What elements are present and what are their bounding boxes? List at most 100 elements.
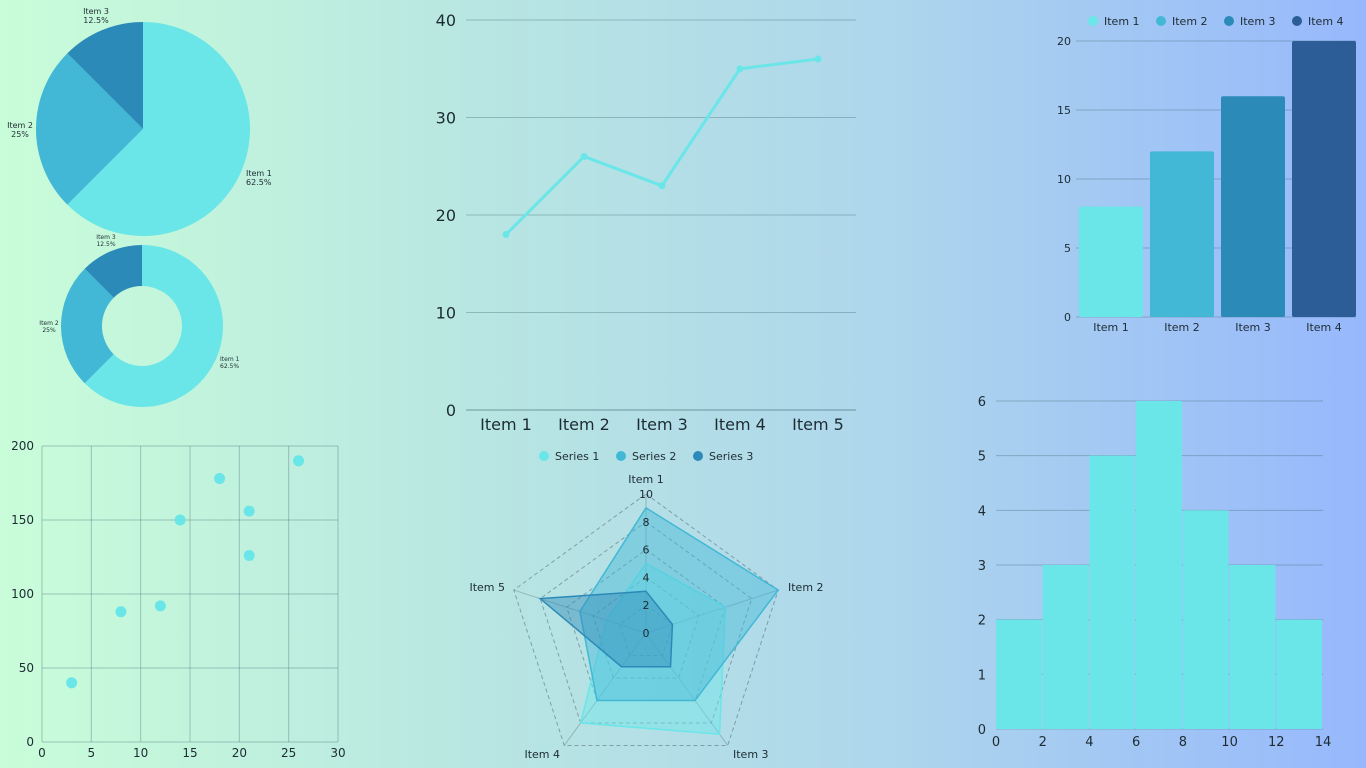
x-tick-label: 2 [1039, 735, 1047, 750]
x-tick-label: 5 [88, 746, 96, 760]
axis-label: Item 4 [524, 748, 560, 761]
radar-axis [563, 632, 647, 746]
pie-slice [67, 22, 143, 129]
x-tick-label: Item 1 [480, 415, 532, 434]
slice-value: 12.5% [96, 241, 115, 248]
x-tick-label: 8 [1179, 735, 1187, 750]
slice-label: Item 1 [246, 169, 272, 178]
legend-label: Item 1 [1104, 15, 1140, 28]
x-tick-label: 10 [133, 746, 148, 760]
y-tick-label: 0 [446, 401, 456, 420]
y-tick-label: 20 [436, 206, 456, 225]
x-tick-label: 10 [1221, 735, 1238, 750]
y-tick-label: 20 [1057, 35, 1071, 48]
y-tick-label: 4 [978, 504, 986, 519]
scatter-point [214, 473, 226, 485]
radar-ring [539, 521, 753, 724]
pie-slice [67, 22, 251, 236]
slice-value: 12.5% [83, 16, 109, 25]
y-tick-label: 100 [11, 587, 34, 601]
r-tick-label: 4 [643, 571, 650, 584]
slice-label: Item 2 [39, 320, 59, 327]
scatter-point [174, 514, 186, 526]
legend-label: Series 2 [632, 450, 676, 463]
bar [1150, 151, 1214, 317]
x-tick-label: 12 [1268, 735, 1285, 750]
r-tick-label: 10 [639, 488, 653, 501]
y-tick-label: 150 [11, 513, 34, 527]
x-tick-label: Item 5 [792, 415, 844, 434]
legend-label: Series 3 [709, 450, 753, 463]
x-tick-label: 0 [38, 746, 46, 760]
y-tick-label: 6 [978, 395, 986, 410]
pie-slice [84, 245, 142, 298]
x-tick-label: Item 4 [1306, 321, 1342, 334]
x-tick-label: 20 [232, 746, 247, 760]
histogram-bar [1042, 565, 1089, 729]
legend-marker [539, 451, 549, 461]
slice-value: 62.5% [246, 178, 272, 187]
donut-chart: Item 162.5% Item 225% Item 312.5% [39, 234, 240, 407]
y-tick-label: 0 [26, 735, 34, 749]
x-tick-label: Item 3 [636, 415, 688, 434]
radar-axis [645, 589, 779, 634]
bar-chart: 0 5 10 15 20 Item 1 Item 1 Item 2 Item 2 Item 3 It… [1057, 15, 1356, 334]
bar [1292, 41, 1356, 317]
axis-label: Item 1 [628, 473, 664, 486]
x-tick-label: 4 [1085, 735, 1093, 750]
x-tick-label: 30 [330, 746, 345, 760]
bar [1221, 96, 1285, 317]
scatter-point [293, 455, 305, 467]
scatter-chart: 0 5 10 15 20 25 30 0 50 100 150 200 [11, 439, 346, 760]
legend-label: Series 1 [555, 450, 599, 463]
scatter-point [243, 550, 255, 562]
radar-ring [513, 493, 779, 746]
bar [1079, 206, 1143, 317]
slice-value: 62.5% [220, 363, 239, 370]
x-tick-label: Item 1 [1093, 321, 1129, 334]
slice-value: 25% [42, 327, 56, 334]
pie-slice [36, 53, 144, 205]
histogram-bar [1182, 510, 1229, 729]
line-point [736, 65, 744, 73]
y-tick-label: 10 [1057, 173, 1071, 186]
x-tick-label: 15 [182, 746, 197, 760]
line-chart: 0 10 20 30 40 Item 1 Item 2 Item 3 Item 4 Item 5 [436, 11, 856, 434]
legend-marker [616, 451, 626, 461]
line-point [658, 182, 666, 190]
y-tick-label: 50 [19, 661, 34, 675]
slice-label: Item 3 [83, 7, 109, 16]
line-point [502, 231, 510, 238]
y-tick-label: 15 [1057, 104, 1071, 117]
histogram-bar [1136, 401, 1182, 729]
y-tick-label: 5 [1064, 242, 1071, 255]
legend-label: Item 2 [1172, 15, 1208, 28]
slice-label: Item 2 [7, 121, 33, 130]
histogram-bar [1229, 565, 1276, 729]
legend-marker [1088, 16, 1098, 26]
radar-axis [645, 632, 729, 746]
slice-label: Item 1 [220, 356, 240, 363]
slice-value: 25% [11, 130, 29, 139]
radar-chart: Series 1 Series 2 Series 3 0 2 4 6 8 10 Item 1 Ite… [469, 450, 823, 761]
y-tick-label: 40 [436, 11, 456, 30]
y-tick-label: 3 [978, 559, 986, 574]
radar-series [579, 506, 780, 702]
histogram-bar [996, 619, 1042, 729]
y-tick-label: 200 [11, 439, 34, 453]
axis-label: Item 2 [788, 581, 824, 594]
slice-label: Item 3 [96, 234, 116, 241]
line-series [504, 57, 819, 236]
x-tick-label: 0 [992, 735, 1000, 750]
x-tick-label: 14 [1315, 735, 1332, 750]
r-tick-label: 8 [643, 516, 650, 529]
y-tick-label: 1 [978, 668, 986, 683]
r-tick-label: 0 [643, 627, 650, 640]
line-point [814, 55, 822, 63]
scatter-point [115, 606, 127, 618]
legend-label: Item 3 [1240, 15, 1276, 28]
x-tick-label: Item 4 [714, 415, 766, 434]
legend-marker [693, 451, 703, 461]
